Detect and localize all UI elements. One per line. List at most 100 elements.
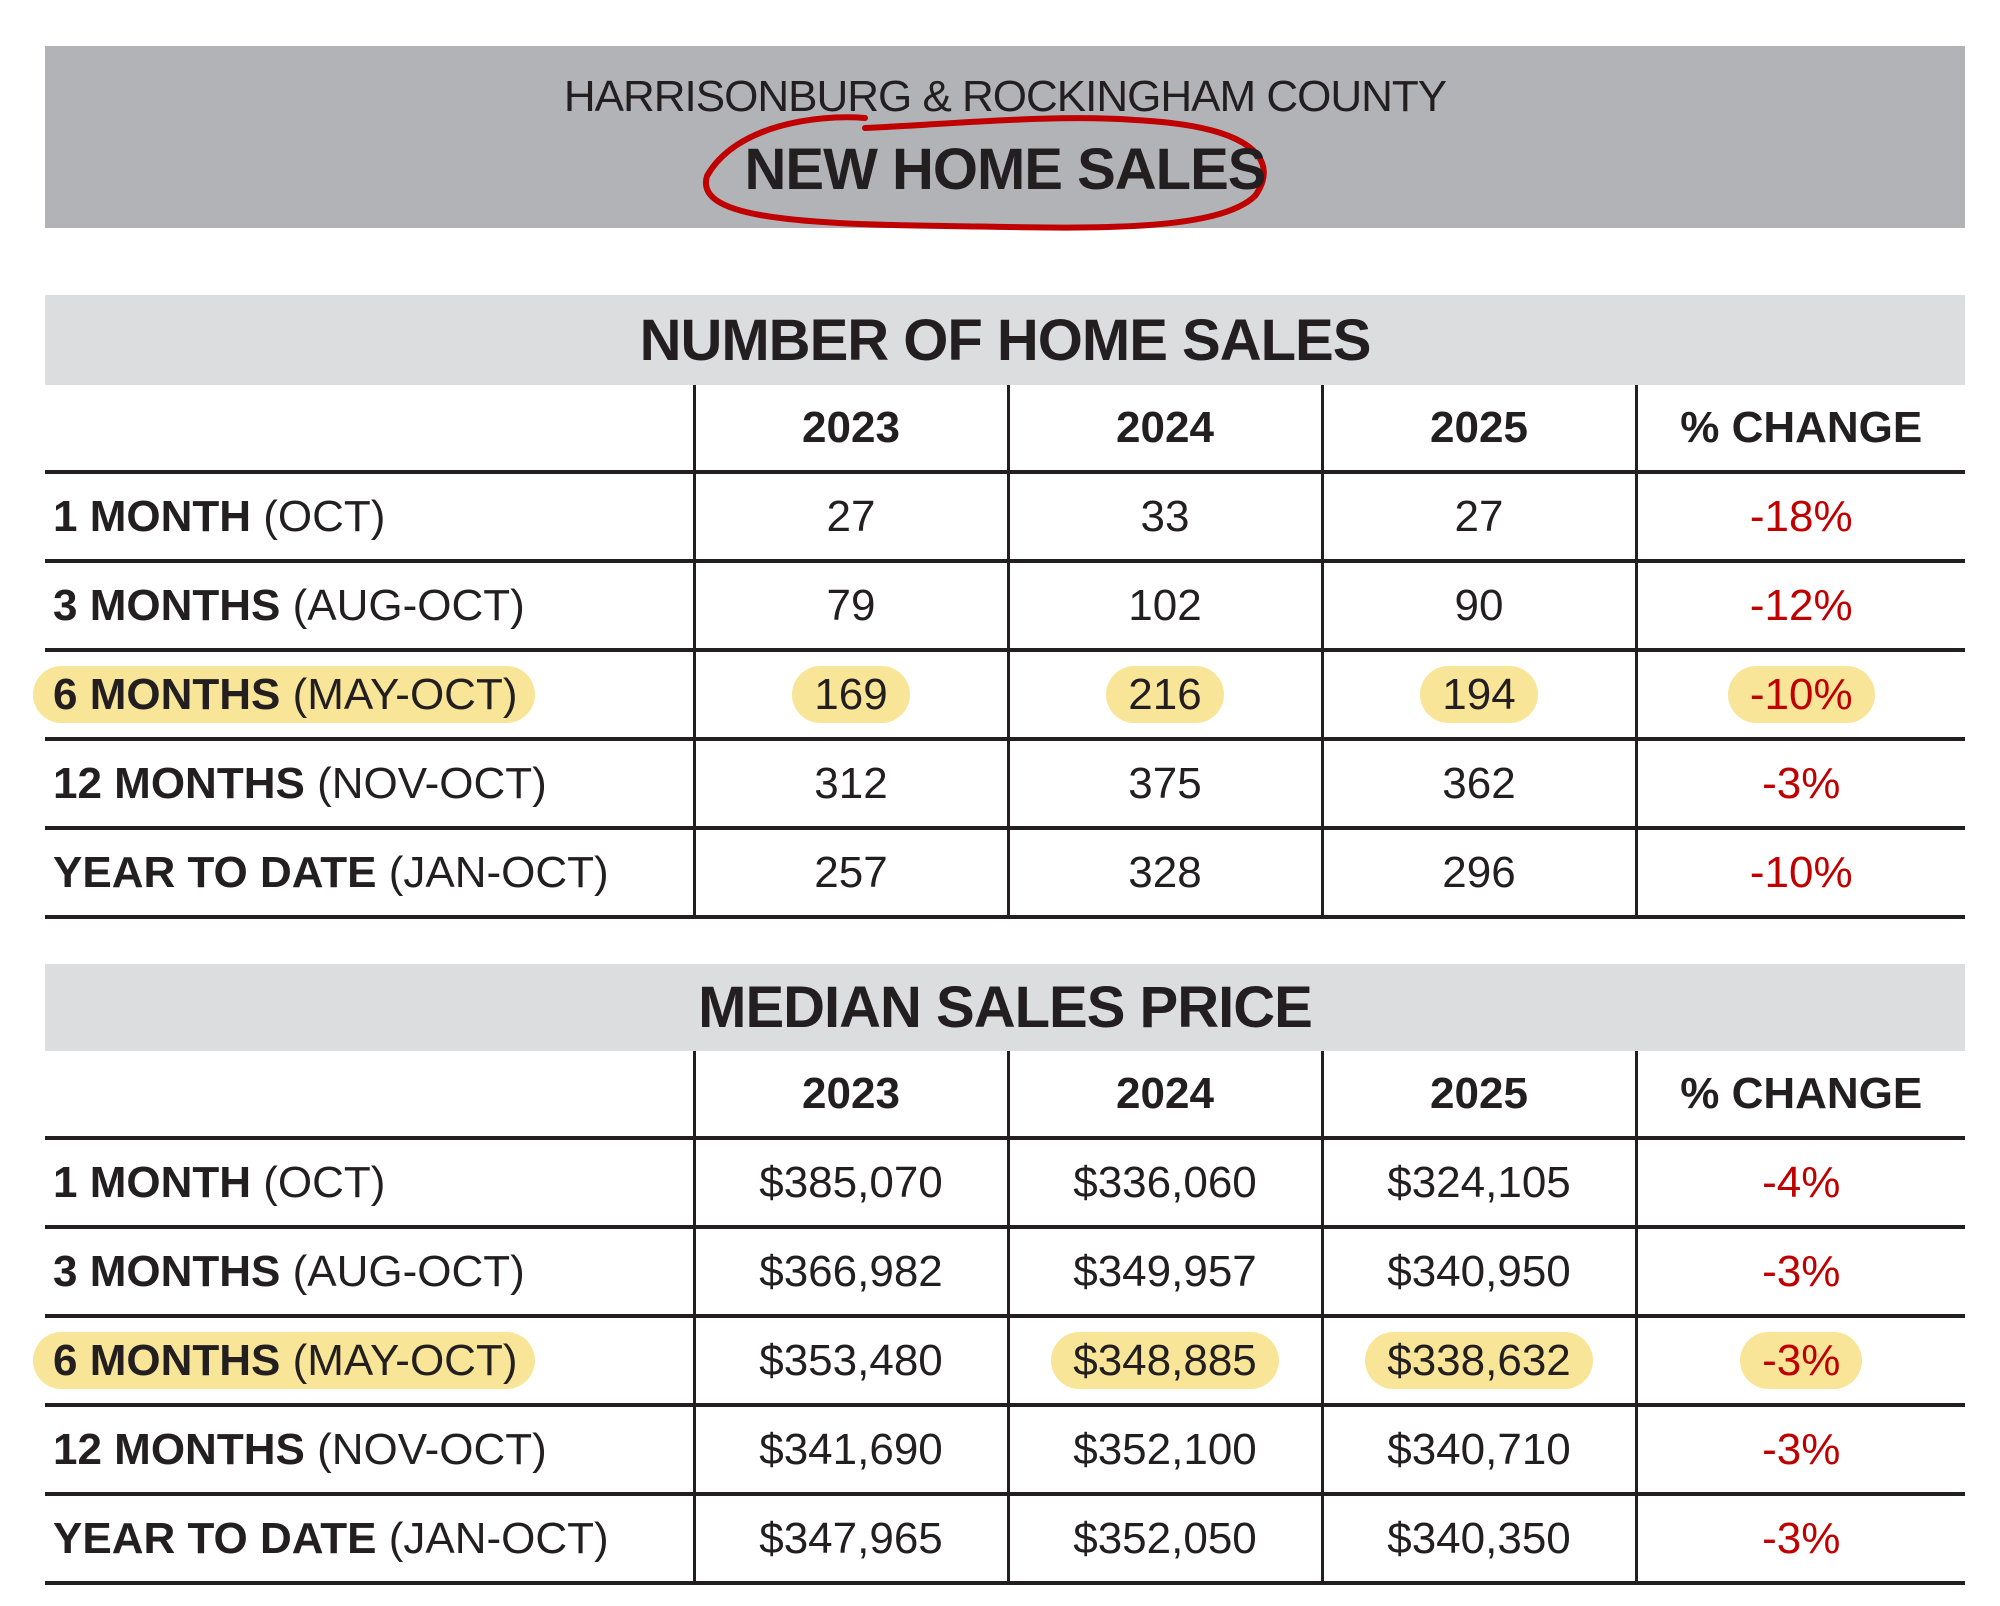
cell-value: -10% [1727,665,1875,723]
period: 12 MONTHS [53,758,305,808]
percent-change-cell: -3% [1634,1494,1965,1585]
cell-value: 296 [1442,847,1516,897]
row-label: 12 MONTHS (NOV-OCT) [45,1405,694,1496]
cell-value: $341,690 [759,1424,943,1474]
value-cell-2023: 27 [692,472,1008,563]
cell-value: 328 [1128,847,1202,897]
cell-value: $340,950 [1387,1246,1571,1296]
region-subtitle: HARRISONBURG & ROCKINGHAM COUNTY [563,71,1447,121]
value-cell-2023: 257 [692,828,1008,919]
date-range: (JAN-OCT) [388,1513,609,1563]
column-header: 2024 [1006,385,1322,474]
percent-change-cell: -18% [1634,472,1965,563]
cell-value: $353,480 [759,1335,943,1385]
percent-change-cell: -4% [1634,1138,1965,1229]
row-label: 3 MONTHS (AUG-OCT) [45,1227,694,1318]
value-cell-2024: 375 [1006,739,1322,830]
sales-section-header: NUMBER OF HOME SALES [45,295,1965,385]
value-cell-2023: $385,070 [692,1138,1008,1229]
table-row: 6 MONTHS (MAY-OCT) $353,480 $348,885 $338,6… [33,1316,1965,1407]
cell-value: $324,105 [1387,1157,1571,1207]
value-cell-2023: $353,480 [692,1316,1008,1407]
column-header: 2025 [1320,385,1636,474]
value-cell-2023: 79 [692,561,1008,652]
column-header: % CHANGE [1634,1051,1965,1140]
cell-value: 33 [1140,491,1190,541]
value-cell-2025: $324,105 [1320,1138,1636,1229]
column-header: 2023 [692,1051,1008,1140]
cell-value: 79 [826,580,876,630]
value-cell-2025: 296 [1320,828,1636,919]
title-banner: HARRISONBURG & ROCKINGHAM COUNTY NEW HOM… [45,46,1965,231]
value-cell-2023: 312 [692,739,1008,830]
value-cell-2024: $348,885 [1006,1316,1322,1407]
period: 1 MONTH [53,491,251,541]
row-label: 6 MONTHS (MAY-OCT) [33,1316,694,1407]
date-range: (JAN-OCT) [388,847,609,897]
value-cell-2024: 328 [1006,828,1322,919]
cell-value: 27 [1454,491,1504,541]
period: 1 MONTH [53,1157,251,1207]
cell-value: -3% [1762,1246,1841,1296]
percent-change-cell: -12% [1634,561,1965,652]
percent-change-cell: -3% [1634,1405,1965,1496]
value-cell-2024: $352,100 [1006,1405,1322,1496]
cell-value: 27 [826,491,876,541]
date-range: (MAY-OCT) [292,1335,518,1385]
percent-change-cell: -10% [1634,828,1965,919]
date-range: (MAY-OCT) [292,669,518,719]
period: YEAR TO DATE [53,1513,377,1563]
value-cell-2024: $336,060 [1006,1138,1322,1229]
cell-value: $347,965 [759,1513,943,1563]
cell-value: -12% [1749,580,1853,630]
cell-value: 102 [1128,580,1202,630]
table-row: YEAR TO DATE (JAN-OCT) 257 328 296 -10% [45,828,1965,919]
row-label: 6 MONTHS (MAY-OCT) [33,650,694,741]
cell-value: $348,885 [1051,1331,1279,1389]
cell-value: $340,350 [1387,1513,1571,1563]
row-label: YEAR TO DATE (JAN-OCT) [45,1494,694,1585]
title-wrap: NEW HOME SALES [702,113,1267,231]
table-row: YEAR TO DATE (JAN-OCT) $347,965 $352,050 $3… [45,1494,1965,1585]
period: 6 MONTHS [53,1335,281,1385]
cell-value: $349,957 [1073,1246,1257,1296]
period: 6 MONTHS [53,669,281,719]
column-header: 2024 [1006,1051,1322,1140]
cell-value: $338,632 [1365,1331,1593,1389]
table-row: 3 MONTHS (AUG-OCT) $366,982 $349,957 $340,9… [45,1227,1965,1318]
cell-value: 312 [814,758,888,808]
cell-value: -10% [1749,847,1853,897]
date-range: (OCT) [263,491,386,541]
table-row: 1 MONTH (OCT) 27 33 27 -18% [45,472,1965,563]
cell-value: 216 [1106,665,1224,723]
period: 3 MONTHS [53,580,281,630]
report-title: NEW HOME SALES [744,136,1267,202]
row-label: 12 MONTHS (NOV-OCT) [45,739,694,830]
date-range: (AUG-OCT) [292,1246,525,1296]
cell-value: 362 [1442,758,1516,808]
value-cell-2023: $366,982 [692,1227,1008,1318]
table-row: 12 MONTHS (NOV-OCT) $341,690 $352,100 $340,… [45,1405,1965,1496]
row-label: 1 MONTH (OCT) [45,472,694,563]
cell-value: -3% [1762,1513,1841,1563]
cell-value: $340,710 [1387,1424,1571,1474]
cell-value: 194 [1420,665,1538,723]
cell-value: -3% [1762,1424,1841,1474]
row-label: 3 MONTHS (AUG-OCT) [45,561,694,652]
period: YEAR TO DATE [53,847,377,897]
cell-value: -3% [1740,1331,1863,1389]
value-cell-2025: $340,950 [1320,1227,1636,1318]
cell-value: $352,050 [1073,1513,1257,1563]
value-cell-2024: $352,050 [1006,1494,1322,1585]
cell-value: -18% [1749,491,1853,541]
header-row: 2023 2024 2025% CHANGE [45,1051,1965,1140]
value-cell-2025: 90 [1320,561,1636,652]
period: 3 MONTHS [53,1246,281,1296]
column-header [45,385,694,474]
date-range: (AUG-OCT) [292,580,525,630]
cell-value: -3% [1762,758,1841,808]
column-header [45,1051,694,1140]
home-sales-table: 2023 2024 2025% CHANGE 1 MONTH (OCT) 27 33 27-… [33,385,1965,919]
value-cell-2024: 102 [1006,561,1322,652]
cell-value: $366,982 [759,1246,943,1296]
